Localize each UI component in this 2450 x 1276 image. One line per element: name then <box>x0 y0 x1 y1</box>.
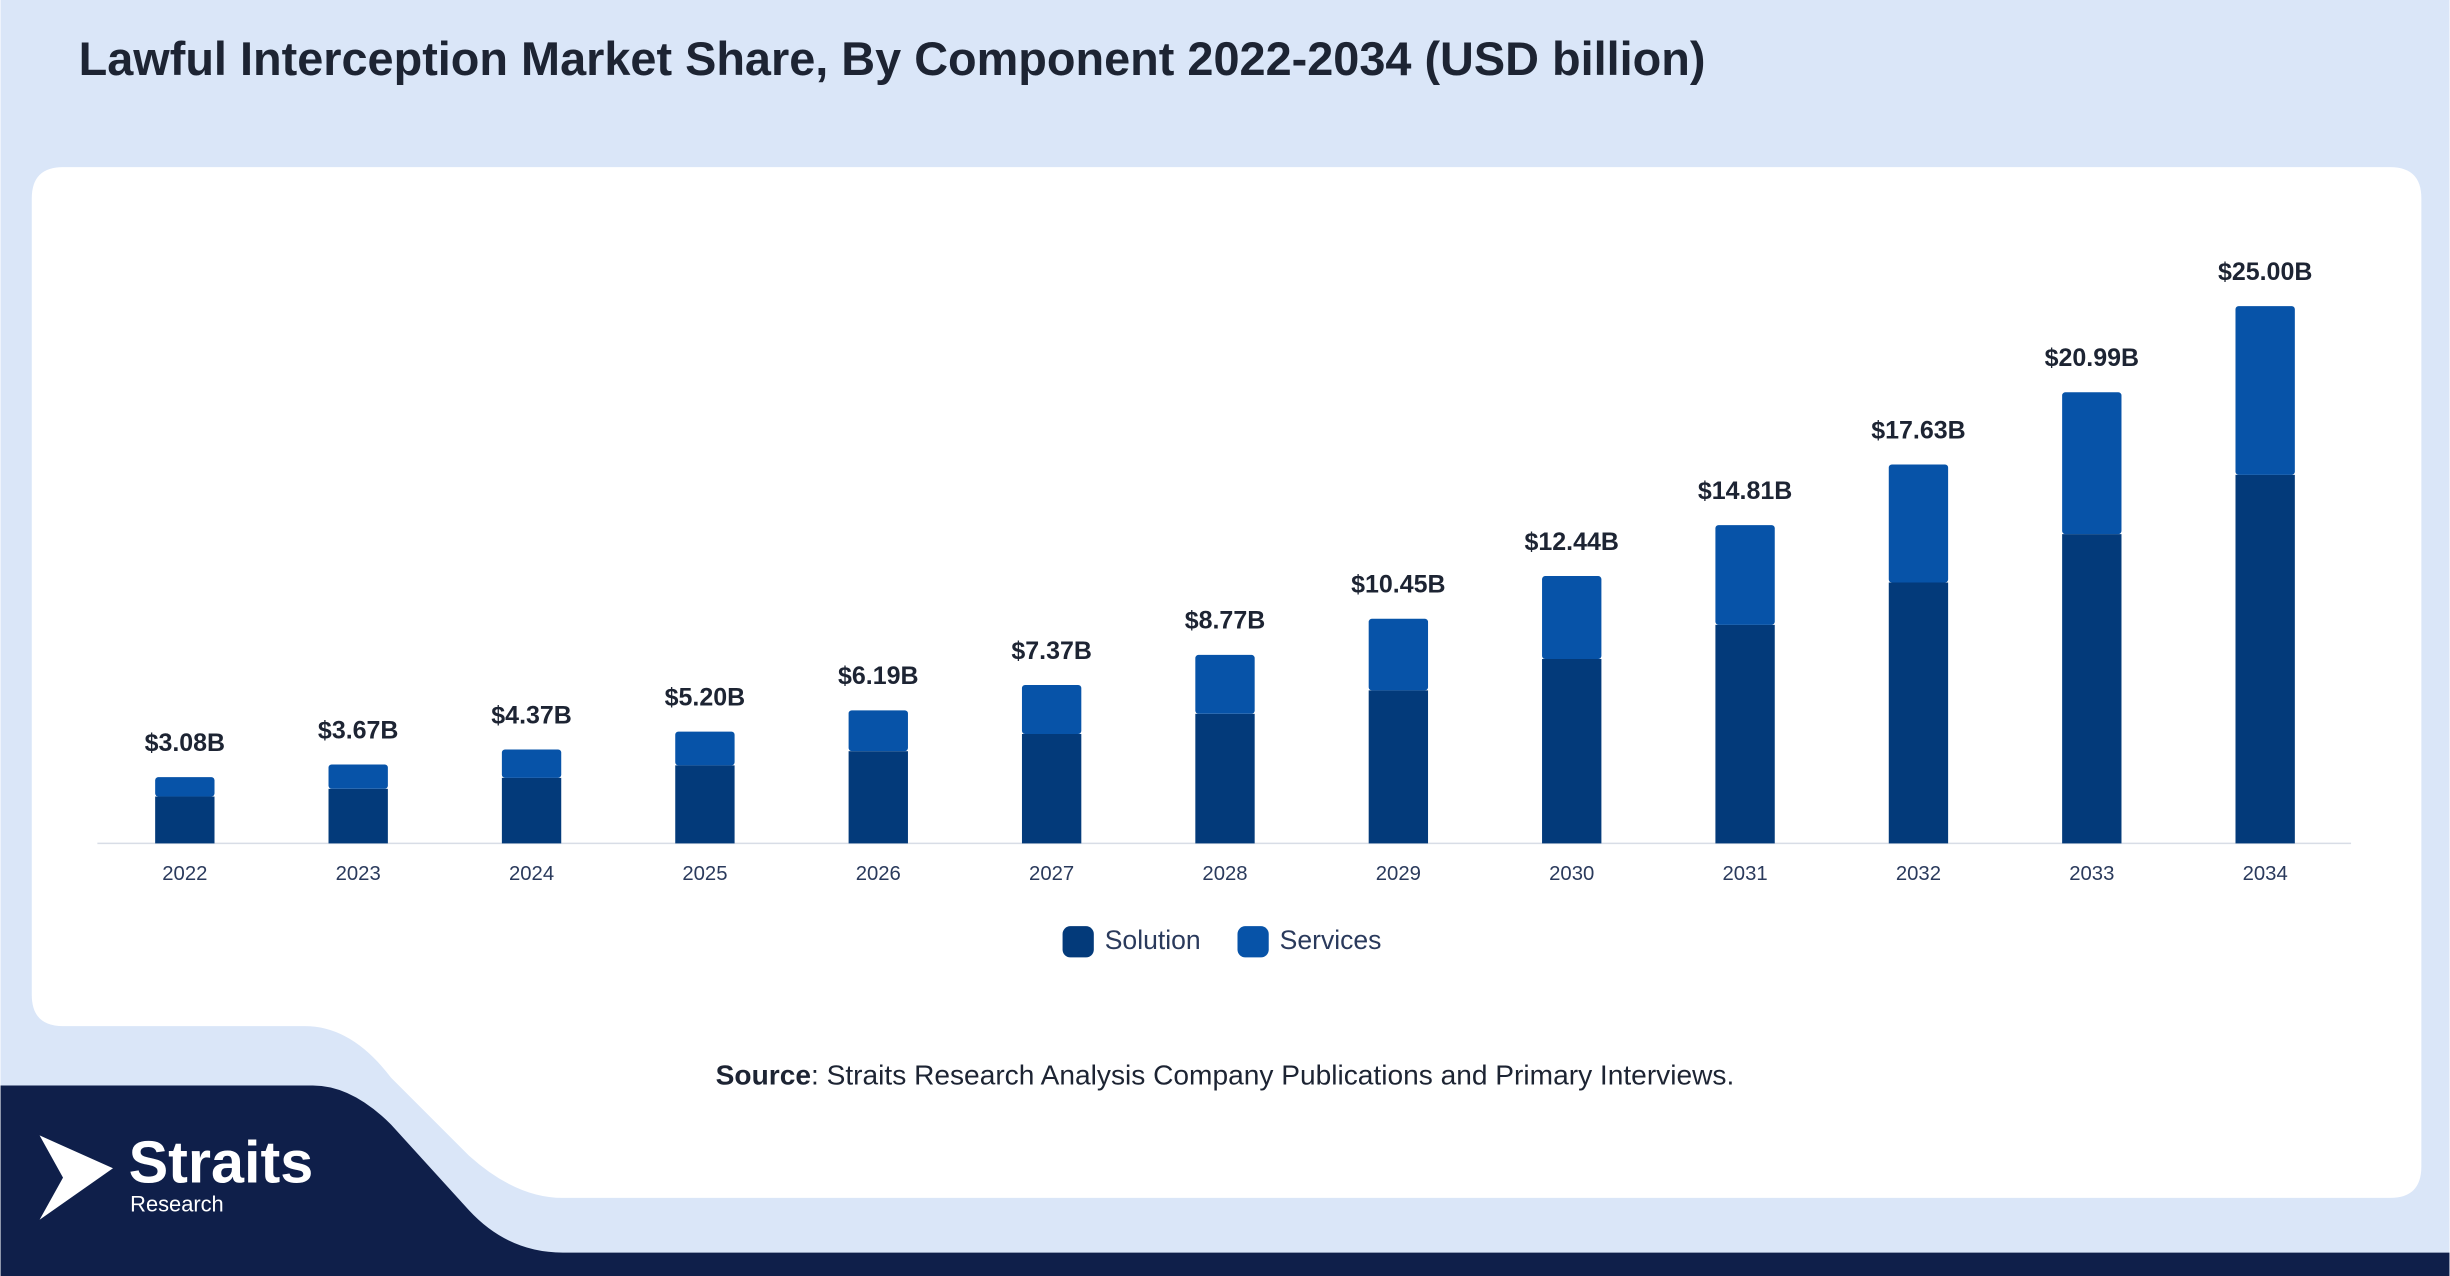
total-label: $6.19B <box>838 662 919 690</box>
bar-segment <box>1715 624 1775 844</box>
bar-segment <box>1542 576 1602 659</box>
x-tick-label: 2029 <box>1376 863 1421 885</box>
source-label: Source <box>716 1060 811 1091</box>
bar-segment <box>2235 306 2295 475</box>
total-label: $20.99B <box>2045 344 2139 372</box>
bar-segment <box>1021 733 1082 844</box>
bar-segment <box>1368 690 1429 844</box>
bar-segment <box>2062 392 2122 535</box>
total-label: $3.08B <box>145 729 226 757</box>
total-label: $10.45B <box>1351 571 1445 599</box>
chart-title: Lawful Interception Market Share, By Com… <box>79 33 1706 85</box>
logo-icon <box>39 1135 113 1220</box>
x-tick-label: 2033 <box>2069 863 2114 885</box>
x-tick-label: 2023 <box>336 863 381 885</box>
bar-segment <box>328 788 388 844</box>
source-text: : Straits Research Analysis Company Publ… <box>811 1060 1734 1091</box>
bar-segment <box>848 751 908 844</box>
bar-segment <box>1888 582 1949 844</box>
total-label: $12.44B <box>1525 528 1619 556</box>
total-label: $3.67B <box>318 716 399 744</box>
x-tick-label: 2032 <box>1896 863 1941 885</box>
total-label: $7.37B <box>1011 637 1092 665</box>
x-tick-label: 2030 <box>1549 863 1594 885</box>
x-tick-label: 2025 <box>682 863 727 885</box>
total-label: $25.00B <box>2218 258 2312 286</box>
bar-segment <box>1195 654 1255 714</box>
bar-segment <box>848 710 908 752</box>
bar-segment <box>1542 658 1602 844</box>
bar-segment <box>328 764 388 789</box>
logo-sub: Research <box>130 1191 224 1216</box>
x-tick-label: 2022 <box>162 863 207 885</box>
source: Source: Straits Research Analysis Compan… <box>716 1060 1735 1091</box>
bar-segment <box>501 749 562 778</box>
bar-segment <box>1195 713 1255 844</box>
bar-segment <box>2062 534 2122 844</box>
legend-label: Services <box>1280 925 1382 955</box>
bar-segment <box>1368 618 1429 691</box>
bar-segment <box>501 777 562 844</box>
total-label: $8.77B <box>1185 607 1266 635</box>
total-label: $17.63B <box>1871 416 1965 444</box>
bar-segment <box>155 777 215 797</box>
bar-segment <box>1888 464 1949 583</box>
total-label: $14.81B <box>1698 477 1792 505</box>
total-label: $4.37B <box>491 701 572 729</box>
bar-segment <box>1021 684 1082 734</box>
bar-segment <box>155 796 215 844</box>
bar-segment <box>2235 474 2295 844</box>
x-tick-label: 2031 <box>1723 863 1768 885</box>
footer-band <box>0 1085 2450 1276</box>
bar-segment <box>1715 525 1775 625</box>
x-tick-label: 2026 <box>856 863 901 885</box>
x-tick-label: 2024 <box>509 863 554 885</box>
x-tick-label: 2027 <box>1029 863 1074 885</box>
bar-segment <box>675 731 735 766</box>
logo-name: Straits <box>129 1128 314 1195</box>
x-tick-label: 2028 <box>1202 863 1247 885</box>
x-tick-label: 2034 <box>2243 863 2288 885</box>
bar-segment <box>675 765 735 844</box>
total-label: $5.20B <box>665 683 746 711</box>
legend-label: Solution <box>1105 925 1201 955</box>
legend-swatch <box>1062 926 1094 958</box>
legend-swatch <box>1237 926 1269 958</box>
